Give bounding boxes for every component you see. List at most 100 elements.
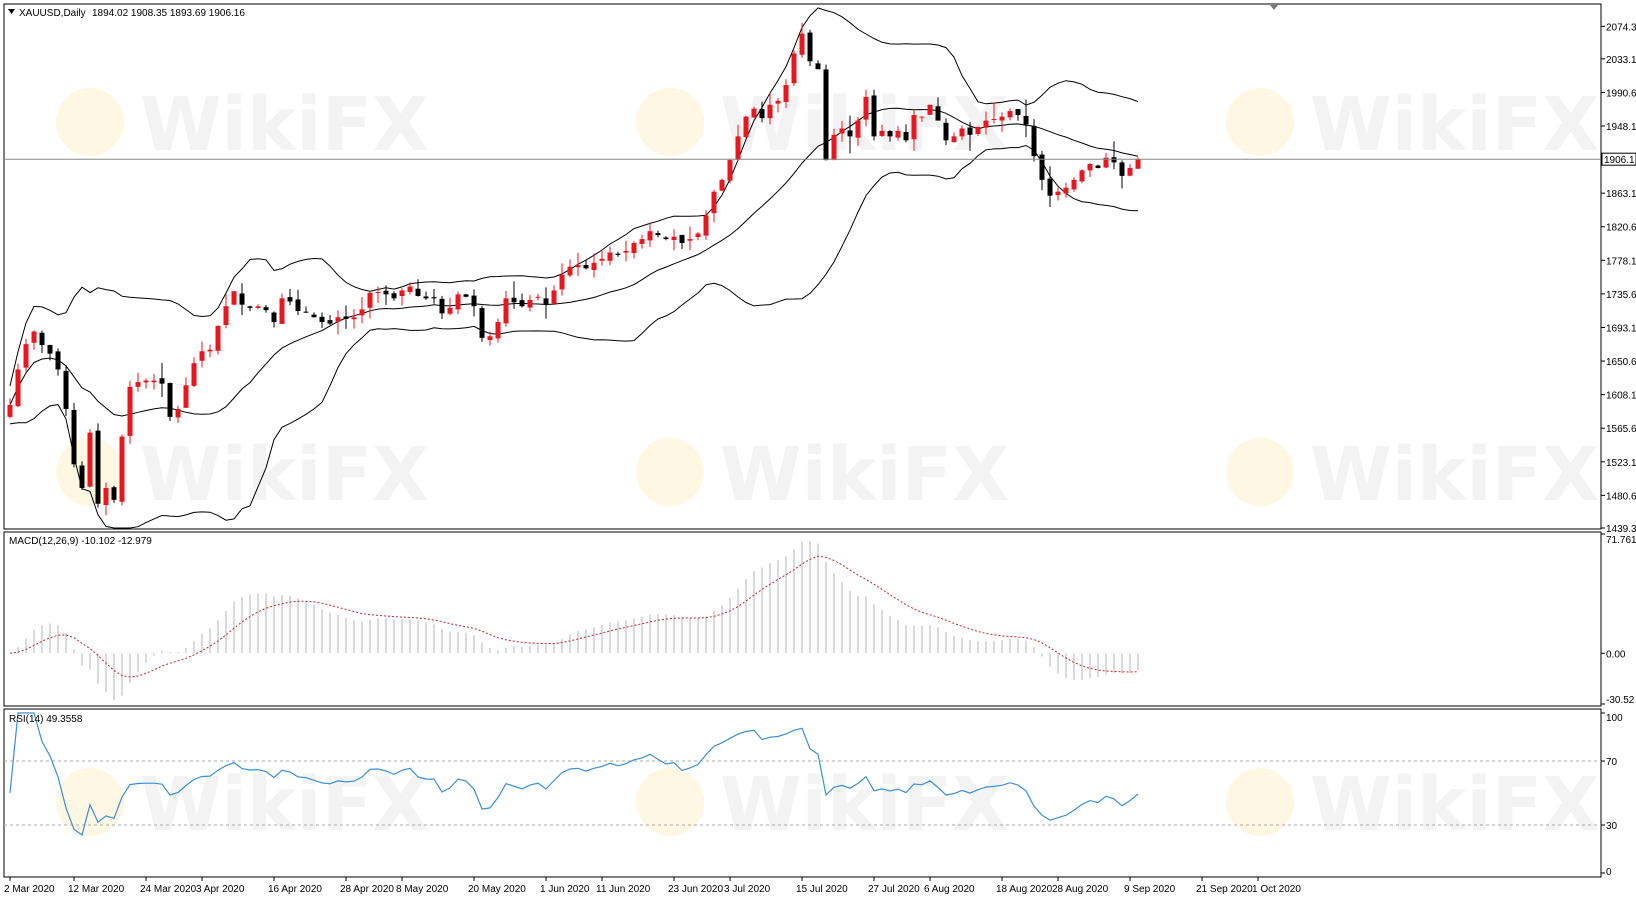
candle-body (327, 320, 333, 324)
candle-body (335, 317, 341, 322)
candle-body (55, 351, 61, 370)
candle-body (47, 345, 53, 354)
date-tick-label: 20 May 2020 (468, 884, 526, 895)
date-tick-label: 1 Oct 2020 (1252, 884, 1301, 895)
candle (327, 314, 333, 326)
candle-body (567, 266, 573, 276)
candle-body (655, 233, 661, 236)
candle-body (223, 306, 229, 326)
candle-body (247, 306, 253, 308)
watermark-logo-icon (636, 768, 704, 836)
candle (551, 285, 557, 305)
candle-body (631, 243, 637, 254)
candle (167, 382, 173, 421)
candle-body (407, 286, 413, 292)
candle (239, 283, 245, 316)
price-tick-label: 1439.3 (1606, 524, 1636, 535)
candle (879, 124, 885, 137)
watermark-logo-icon (1226, 768, 1294, 836)
candle-body (455, 294, 461, 310)
candle (311, 312, 317, 318)
bollinger-bands (9, 7, 1139, 529)
candle-body (735, 136, 741, 160)
candle (495, 318, 501, 343)
price-tick-label: 1693.1 (1606, 323, 1636, 334)
macd-series (9, 541, 1139, 701)
candle-body (935, 106, 941, 121)
candle (983, 111, 989, 135)
candle (351, 308, 357, 329)
watermark-text: WikiFX (140, 762, 429, 848)
candle (567, 259, 573, 277)
price-tick-label: 1863.1 (1606, 189, 1636, 200)
candle-body (1079, 170, 1085, 182)
candle (695, 231, 701, 241)
candle-body (535, 296, 541, 298)
current-price-tag (1601, 152, 1636, 166)
watermark-text: WikiFX (140, 432, 429, 518)
candle-body (1071, 179, 1077, 190)
dropdown-triangle-icon[interactable] (8, 9, 15, 14)
candle (615, 251, 621, 257)
current-price-tag-text: 1906.1 (1604, 155, 1635, 166)
candle (1023, 99, 1029, 138)
candle-body (215, 325, 221, 351)
candle-body (863, 96, 869, 120)
watermark-logo-icon (1226, 438, 1294, 506)
candle-body (191, 363, 197, 386)
date-tick-label: 28 Apr 2020 (340, 884, 394, 895)
candle-body (1127, 167, 1133, 176)
candle-body (279, 298, 285, 324)
candle-body (1135, 159, 1141, 169)
candle-body (431, 297, 437, 299)
candle-body (879, 130, 885, 136)
price-tick-label: 1480.6 (1606, 491, 1636, 502)
candle (255, 304, 261, 310)
candle (959, 125, 965, 141)
candle (359, 297, 365, 324)
candle (991, 102, 997, 124)
candle-body (599, 258, 605, 261)
candle-body (831, 134, 837, 161)
candle-body (823, 69, 829, 161)
candle-body (71, 409, 77, 465)
candle (215, 325, 221, 355)
candle (303, 306, 309, 314)
rsi-tick-label: 0 (1606, 867, 1612, 878)
candle-body (759, 109, 765, 119)
date-tick-label: 9 Sep 2020 (1124, 884, 1176, 895)
candle-body (1047, 178, 1053, 196)
candle (767, 93, 773, 125)
candle-body (847, 130, 853, 137)
candle-body (319, 316, 325, 323)
rsi-axis: 100 70 30 0 (1601, 712, 1623, 878)
rsi-series (4, 712, 1601, 836)
candle-body (1023, 115, 1029, 125)
candle (399, 288, 405, 306)
date-axis: 2 Mar 2020 12 Mar 2020 24 Mar 2020 3 Apr 20… (4, 877, 1301, 895)
date-tick-label: 12 Mar 2020 (68, 884, 125, 895)
candle (735, 124, 741, 162)
candle (863, 89, 869, 127)
candle (943, 118, 949, 146)
rsi-tick-label: 70 (1606, 757, 1618, 768)
date-tick-label: 27 Jul 2020 (868, 884, 920, 895)
candle-body (615, 253, 621, 255)
candle (967, 122, 973, 151)
candle-body (911, 115, 917, 140)
candle (263, 305, 269, 313)
candle (71, 402, 77, 468)
candle (183, 377, 189, 408)
candle (231, 290, 237, 306)
candle (559, 263, 565, 296)
price-axis: 2074.3 2033.1 1990.6 1948.1 1863.1 1820.6 1778… (1601, 22, 1636, 535)
candle-body (287, 297, 293, 302)
chart-shift-marker-icon[interactable] (1270, 5, 1278, 10)
watermark-text: WikiFX (1310, 432, 1599, 518)
candle-body (1119, 162, 1125, 176)
price-tick-label: 1523.1 (1606, 458, 1636, 469)
candle-body (1031, 125, 1037, 157)
candle-body (367, 292, 373, 308)
candle (895, 126, 901, 141)
